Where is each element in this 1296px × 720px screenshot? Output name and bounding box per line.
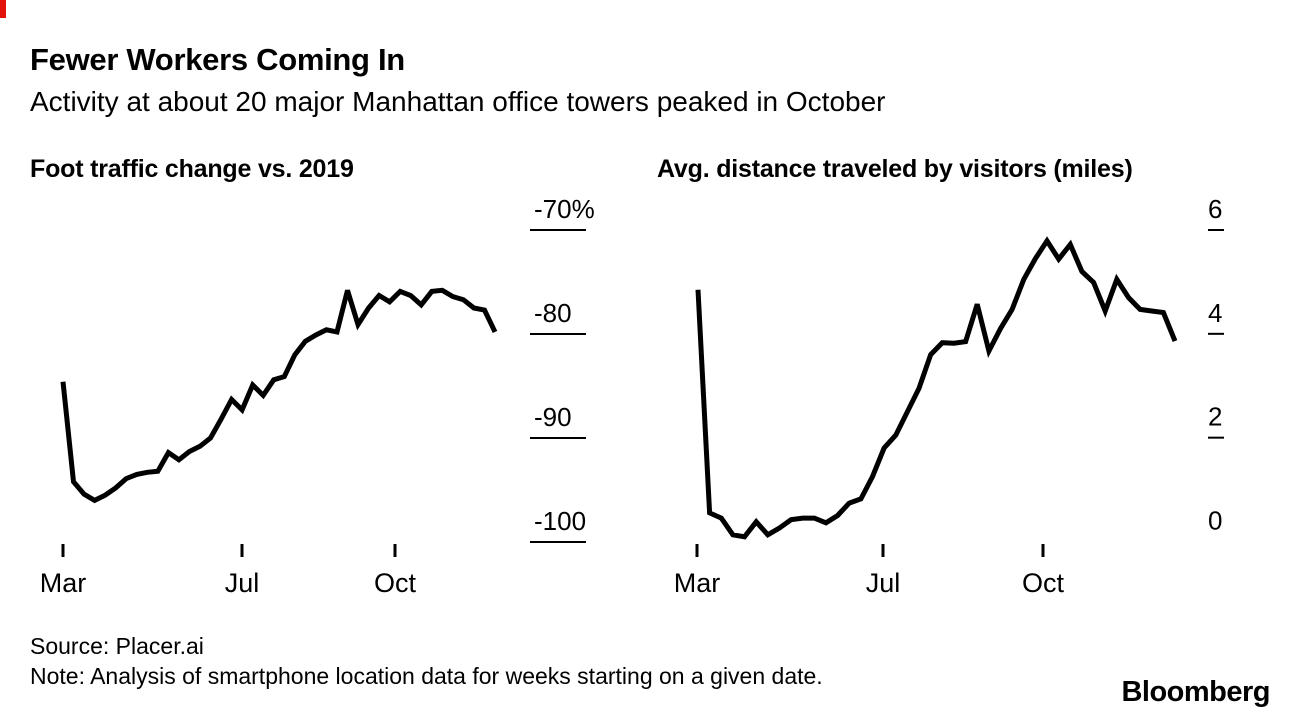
x-axis-tick-label: Mar — [40, 568, 87, 598]
source-text: Source: Placer.ai — [30, 633, 204, 659]
accent-bar — [0, 0, 6, 18]
y-axis-tick-label: 6 — [1208, 194, 1222, 224]
y-axis-tick-label: -70% — [534, 194, 595, 224]
y-axis-tick-label: -100 — [534, 506, 586, 536]
line-chart-avg-distance: 6 4 2 0 Mar Jul Oct — [674, 194, 1224, 598]
line-chart-foot-traffic: -70% -80 -90 -100 Mar Jul Oct — [40, 194, 595, 598]
series-line — [695, 236, 1178, 540]
series-line — [60, 287, 498, 504]
x-axis-tick-label: Jul — [225, 568, 260, 598]
x-axis-tick-label: Oct — [1022, 568, 1065, 598]
y-axis-tick-label: 4 — [1208, 298, 1222, 328]
left-chart-title: Foot traffic change vs. 2019 — [30, 155, 354, 183]
y-axis-tick-label: 2 — [1208, 402, 1222, 432]
right-chart-title: Avg. distance traveled by visitors (mile… — [657, 155, 1133, 183]
y-axis-tick-label: 0 — [1208, 506, 1222, 536]
x-axis-tick-label: Oct — [374, 568, 417, 598]
x-axis-tick-label: Jul — [866, 568, 901, 598]
y-axis-tick-label: -80 — [534, 298, 572, 328]
bloomberg-logo: Bloomberg — [1121, 676, 1270, 708]
x-axis-tick-label: Mar — [674, 568, 721, 598]
page-title: Fewer Workers Coming In — [30, 42, 405, 77]
note-text: Note: Analysis of smartphone location da… — [30, 663, 823, 689]
page-subtitle: Activity at about 20 major Manhattan off… — [30, 86, 886, 117]
y-axis-tick-label: -90 — [534, 402, 572, 432]
